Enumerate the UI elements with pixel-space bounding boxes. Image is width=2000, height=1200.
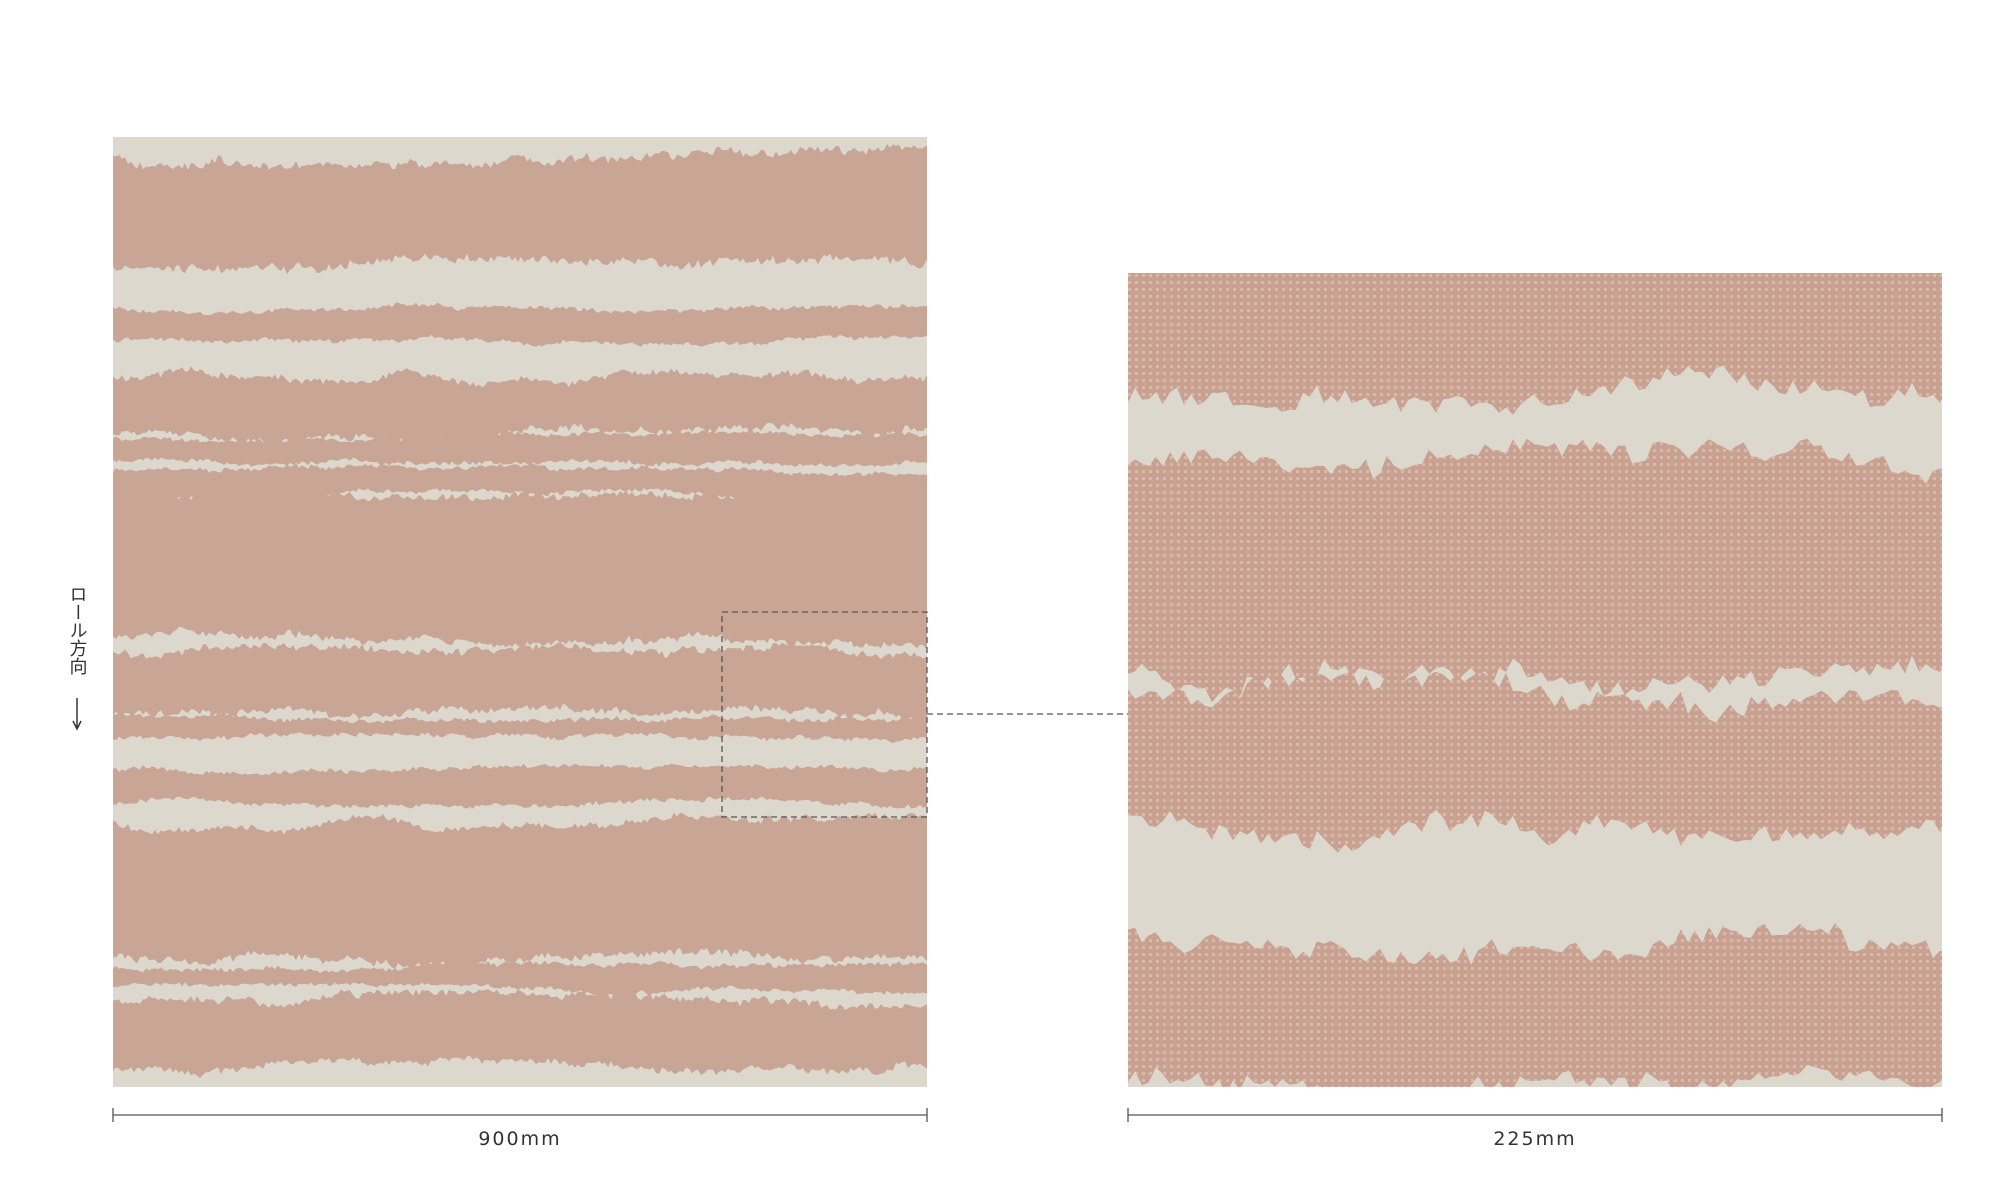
roll-direction-arrow bbox=[72, 698, 82, 731]
stripe bbox=[1128, 438, 1942, 703]
stripe bbox=[113, 989, 927, 1078]
stripe bbox=[113, 712, 927, 744]
stripe bbox=[113, 366, 927, 446]
roll-direction-label: ロール方向 bbox=[67, 585, 88, 675]
left-pattern bbox=[113, 144, 927, 1078]
stripe bbox=[113, 812, 927, 969]
stripe bbox=[113, 763, 927, 809]
zoom-box bbox=[721, 611, 928, 818]
right-dimension bbox=[1127, 1108, 1943, 1122]
stripe bbox=[113, 960, 927, 996]
stripe bbox=[113, 302, 927, 347]
stripe bbox=[113, 144, 927, 275]
stripe bbox=[113, 481, 927, 649]
right-width-label: 225mm bbox=[1493, 1128, 1576, 1150]
stripe bbox=[1128, 923, 1942, 1087]
stripe bbox=[113, 642, 927, 724]
stripe bbox=[113, 430, 927, 468]
stripe bbox=[1128, 671, 1942, 853]
stripe bbox=[1128, 273, 1942, 415]
right-pattern bbox=[1128, 273, 1942, 1087]
left-dimension bbox=[112, 1108, 928, 1122]
left-width-label: 900mm bbox=[478, 1128, 561, 1150]
